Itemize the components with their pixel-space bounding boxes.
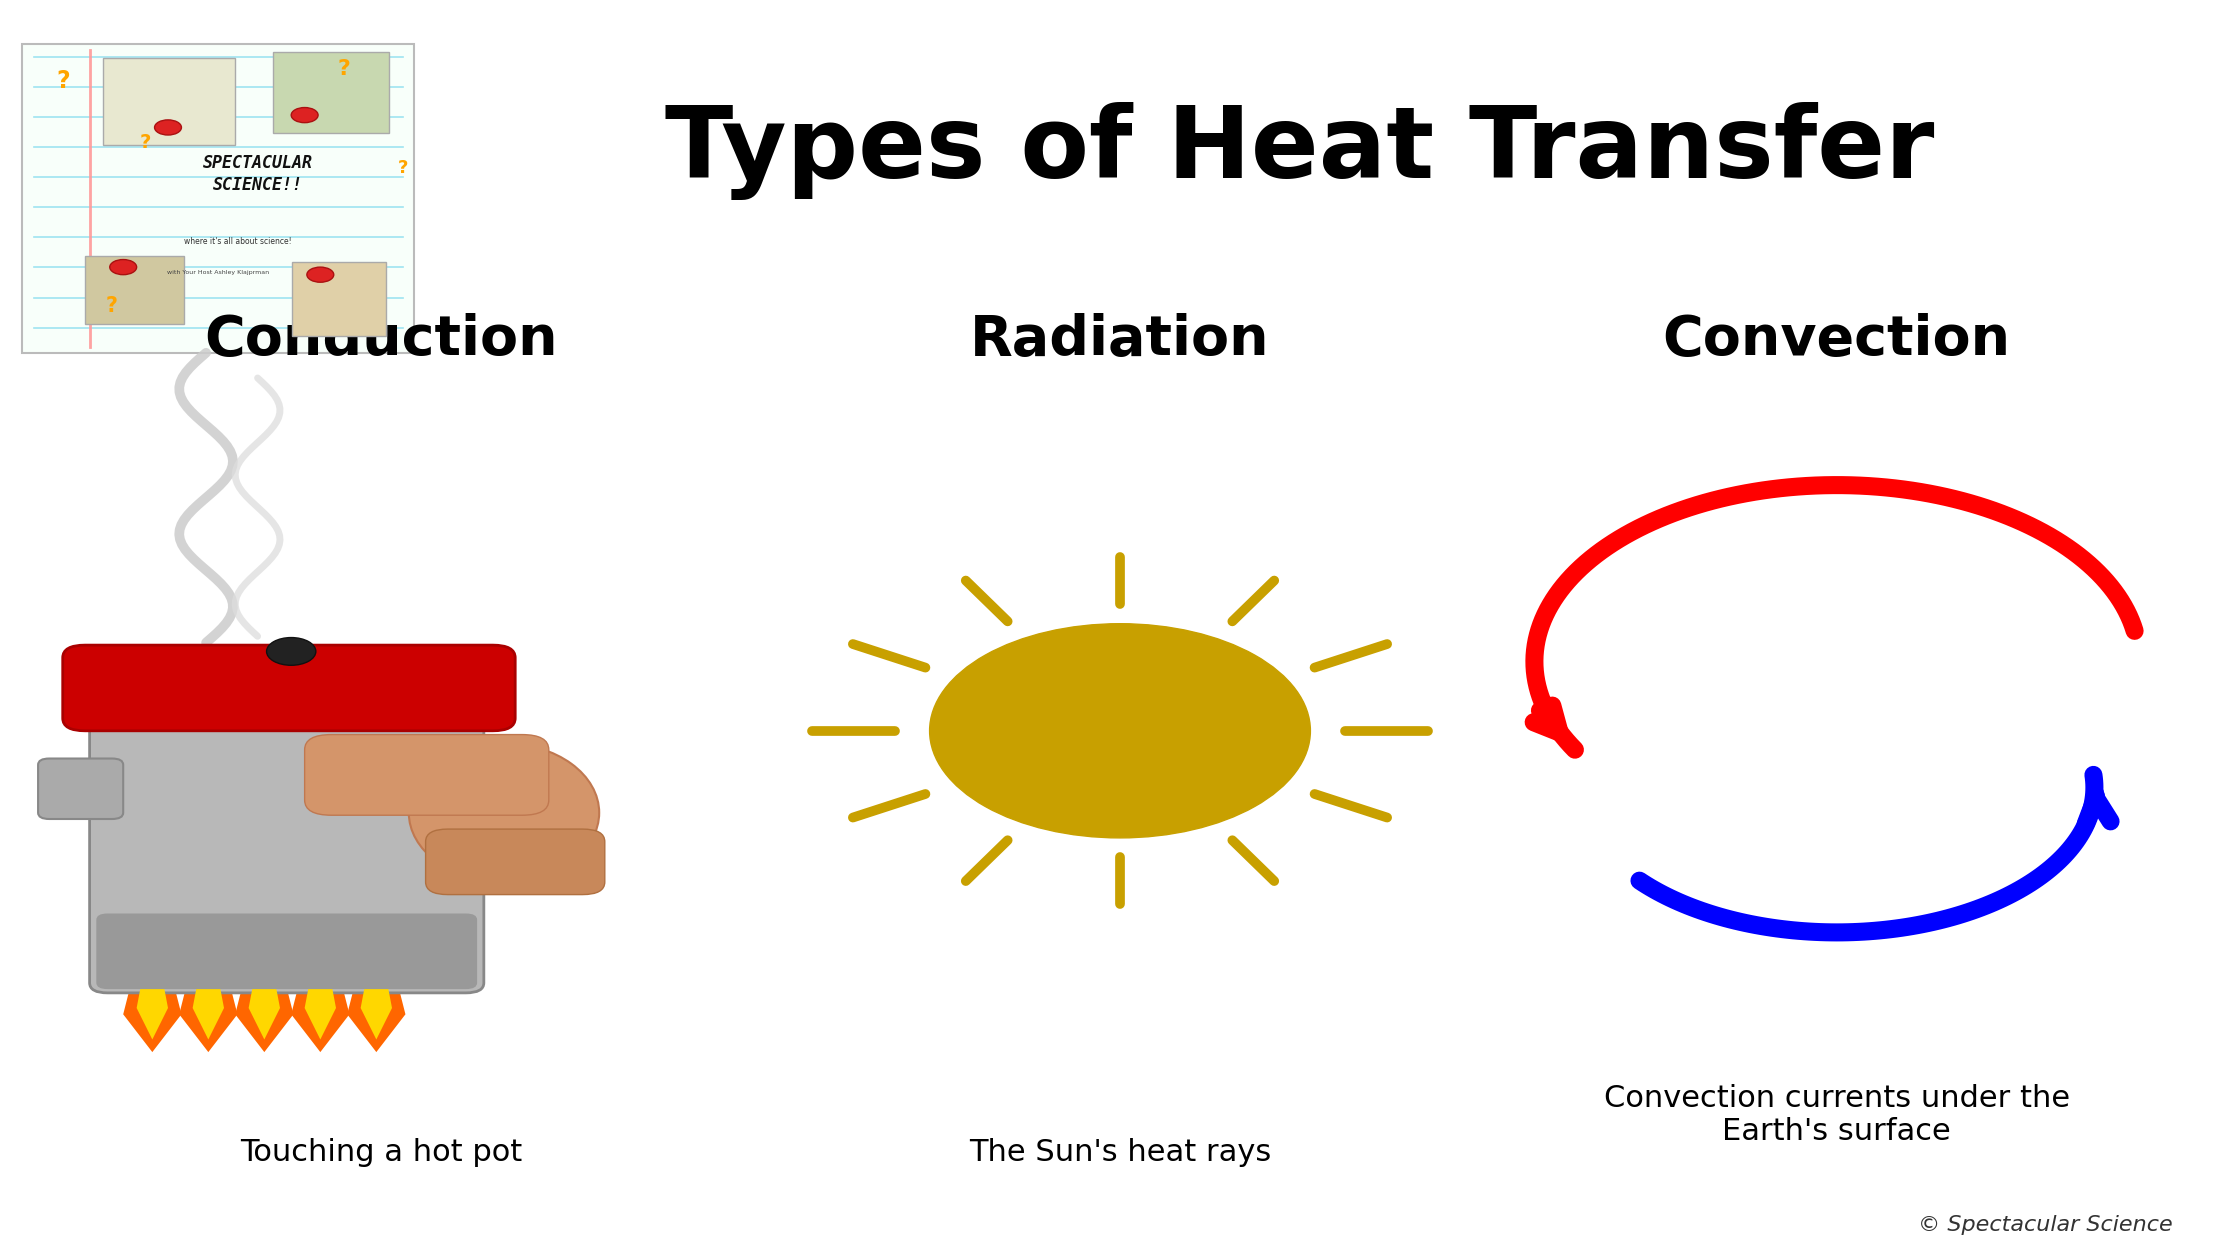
Polygon shape	[235, 951, 293, 1052]
Ellipse shape	[188, 998, 228, 1031]
Circle shape	[155, 120, 181, 135]
Polygon shape	[347, 951, 405, 1052]
Circle shape	[110, 260, 137, 275]
Polygon shape	[249, 960, 280, 1040]
Circle shape	[930, 624, 1310, 838]
Text: ?: ?	[399, 159, 408, 176]
Ellipse shape	[244, 998, 284, 1031]
FancyBboxPatch shape	[63, 645, 515, 731]
Text: Radiation: Radiation	[970, 314, 1270, 367]
Ellipse shape	[300, 998, 340, 1031]
FancyBboxPatch shape	[90, 702, 484, 993]
FancyBboxPatch shape	[96, 914, 477, 989]
Text: The Sun's heat rays: The Sun's heat rays	[970, 1138, 1270, 1168]
Text: SPECTACULAR
SCIENCE!!: SPECTACULAR SCIENCE!!	[202, 154, 314, 194]
Polygon shape	[291, 951, 349, 1052]
Circle shape	[267, 638, 316, 665]
Ellipse shape	[132, 998, 172, 1031]
FancyBboxPatch shape	[273, 53, 390, 134]
Text: ?: ?	[139, 134, 152, 152]
FancyBboxPatch shape	[103, 58, 235, 145]
Text: ?: ?	[105, 296, 119, 316]
Polygon shape	[193, 960, 224, 1040]
Circle shape	[291, 107, 318, 122]
FancyBboxPatch shape	[305, 735, 549, 815]
FancyBboxPatch shape	[291, 262, 385, 336]
Text: with Your Host Ashley Klajprman: with Your Host Ashley Klajprman	[168, 270, 269, 275]
FancyBboxPatch shape	[85, 256, 184, 324]
Text: Convection: Convection	[1662, 314, 2012, 367]
Polygon shape	[361, 960, 392, 1040]
Text: ?: ?	[338, 59, 349, 79]
Text: Conduction: Conduction	[204, 314, 558, 367]
Polygon shape	[179, 951, 237, 1052]
Text: where it's all about science!: where it's all about science!	[184, 237, 291, 246]
Polygon shape	[137, 960, 168, 1040]
FancyBboxPatch shape	[22, 44, 414, 353]
Text: Convection currents under the
Earth's surface: Convection currents under the Earth's su…	[1604, 1084, 2070, 1147]
Ellipse shape	[408, 743, 600, 882]
FancyBboxPatch shape	[426, 829, 605, 895]
Text: Types of Heat Transfer: Types of Heat Transfer	[665, 102, 1933, 200]
Text: Touching a hot pot: Touching a hot pot	[240, 1138, 522, 1168]
FancyBboxPatch shape	[38, 759, 123, 819]
Polygon shape	[305, 960, 336, 1040]
Polygon shape	[123, 951, 181, 1052]
Circle shape	[307, 267, 334, 282]
Text: ?: ?	[56, 69, 69, 93]
Text: © Spectacular Science: © Spectacular Science	[1917, 1215, 2173, 1235]
Ellipse shape	[356, 998, 396, 1031]
